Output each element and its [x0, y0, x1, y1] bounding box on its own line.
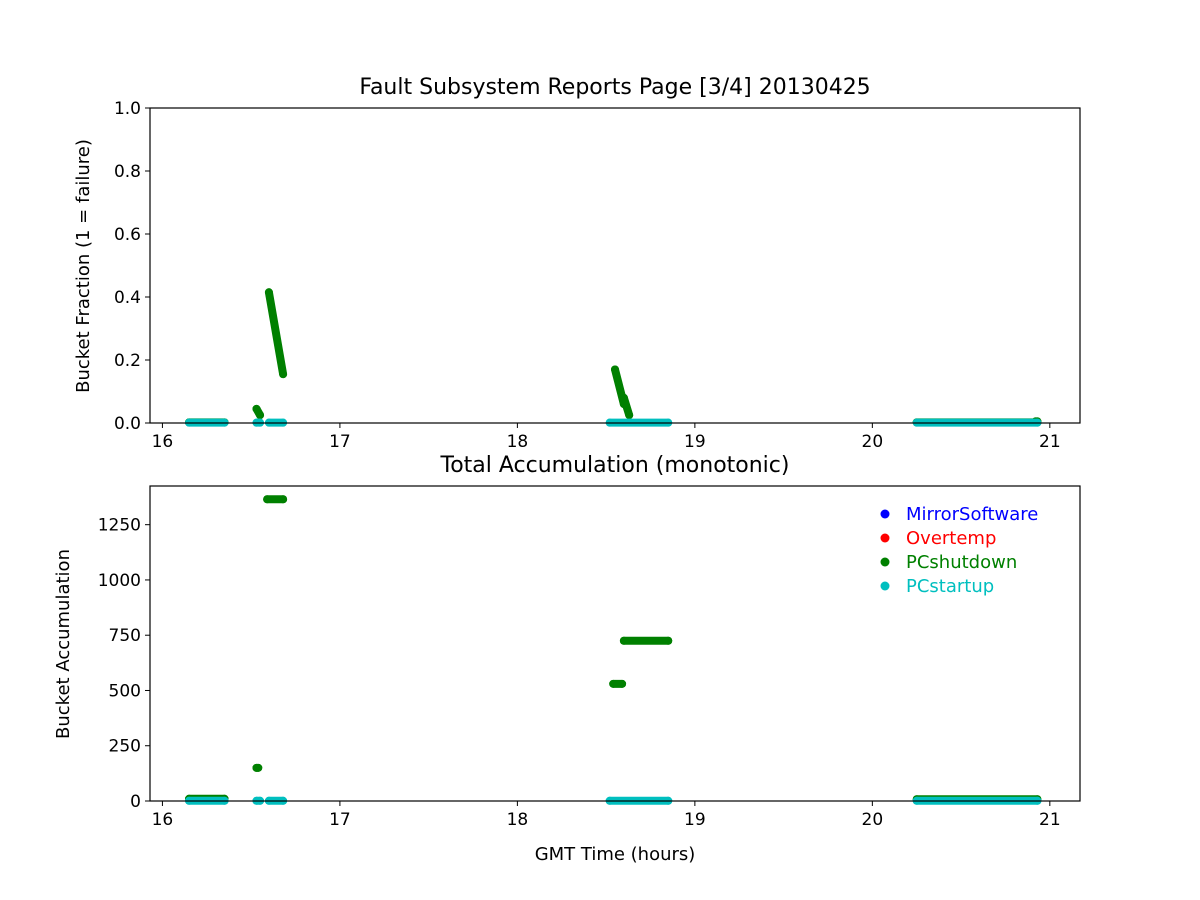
x-tick-label: 19 [684, 432, 706, 452]
legend-marker [880, 509, 890, 519]
y-tick-label: 1250 [98, 516, 141, 536]
data-point [618, 679, 627, 688]
x-tick-label: 18 [507, 810, 529, 830]
data-point [664, 636, 673, 645]
legend-marker [880, 533, 890, 543]
y-tick-label: 0.8 [114, 162, 141, 182]
data-point [279, 495, 288, 504]
y-tick-label: 1000 [98, 571, 141, 591]
data-point [252, 404, 261, 413]
subplot-fraction: Fault Subsystem Reports Page [3/4] 20130… [73, 75, 1081, 452]
y-tick-label: 0.6 [114, 225, 141, 245]
subplot-fraction-ylabel: Bucket Fraction (1 = failure) [73, 139, 94, 393]
subplot-accumulation-ticks: 16 17 18 19 20 21 0 250 500 750 1000 1250 [98, 516, 1061, 830]
subplot-fraction-frame [149, 107, 1081, 424]
x-tick-label: 20 [862, 432, 884, 452]
data-point [264, 288, 273, 297]
data-point [256, 411, 265, 420]
data-point [619, 393, 628, 402]
subplot-accumulation-frame [149, 485, 1081, 802]
y-tick-label: 500 [109, 681, 141, 701]
subplot-accumulation-xlabel: GMT Time (hours) [535, 844, 696, 865]
x-tick-label: 18 [507, 432, 529, 452]
y-tick-label: 0.0 [114, 414, 141, 434]
subplot-accumulation-title: Total Accumulation (monotonic) [440, 453, 790, 478]
x-tick-label: 19 [684, 810, 706, 830]
x-tick-label: 21 [1039, 810, 1061, 830]
subplot-accumulation: Total Accumulation (monotonic) Bucket Ac… [53, 453, 1081, 865]
y-tick-label: 0.4 [114, 288, 141, 308]
x-tick-label: 20 [862, 810, 884, 830]
subplot-fraction-ticks: 16 17 18 19 20 21 0.0 0.2 0.4 0.6 0.8 1.0 [114, 99, 1061, 452]
x-tick-label: 17 [329, 432, 351, 452]
data-point [611, 365, 619, 374]
y-tick-label: 0 [130, 792, 141, 812]
y-tick-label: 1.0 [114, 99, 141, 119]
x-tick-label: 16 [152, 810, 174, 830]
y-tick-label: 250 [109, 737, 141, 757]
data-run [264, 288, 288, 379]
legend-label: PCstartup [906, 576, 994, 597]
legend-label: Overtemp [906, 528, 996, 549]
data-point [619, 636, 628, 645]
y-tick-label: 750 [109, 626, 141, 646]
x-tick-label: 21 [1039, 432, 1061, 452]
legend-marker [880, 581, 890, 591]
legend-marker [880, 557, 890, 567]
legend-label: PCshutdown [906, 552, 1017, 573]
subplot-fraction-title: Fault Subsystem Reports Page [3/4] 20130… [359, 75, 870, 100]
y-tick-label: 0.2 [114, 351, 141, 371]
data-point [254, 763, 263, 772]
subplot-accumulation-ylabel: Bucket Accumulation [53, 549, 74, 739]
x-tick-label: 17 [329, 810, 351, 830]
data-point [263, 495, 272, 504]
data-point [279, 370, 288, 379]
data-point [609, 679, 618, 688]
data-point [625, 411, 634, 420]
x-tick-label: 16 [152, 432, 174, 452]
legend: MirrorSoftware Overtemp PCshutdown PCstartu… [880, 504, 1038, 597]
legend-label: MirrorSoftware [906, 504, 1038, 525]
